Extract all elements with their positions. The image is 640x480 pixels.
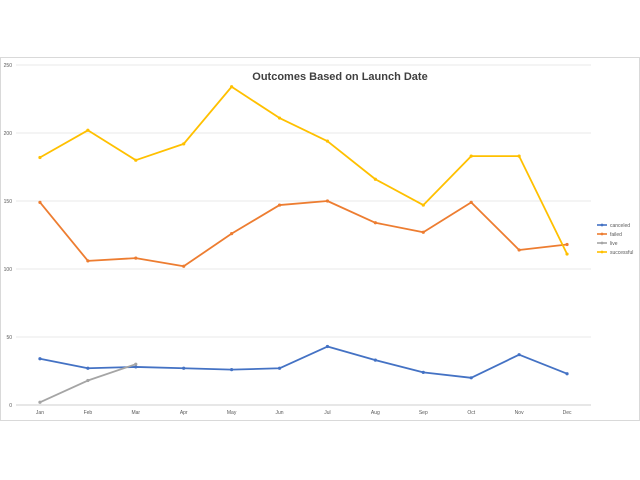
data-point [469,376,473,380]
legend-marker [600,241,604,245]
y-tick-label: 50 [6,335,12,341]
data-point [421,370,425,374]
data-point [134,158,138,162]
data-point [325,344,330,349]
y-tick-label: 250 [4,63,13,69]
legend-marker [600,232,604,236]
data-point [325,139,330,143]
x-tick-label: Dec [563,410,572,416]
data-point [517,154,521,158]
x-tick-label: Jul [324,410,330,416]
y-tick-label: 200 [4,131,13,137]
x-tick-label: Jan [36,410,44,416]
series-live [38,362,138,404]
data-point [230,232,234,236]
data-point [86,128,90,132]
x-tick-label: Aug [371,410,380,416]
legend-item-successful: successful [597,250,633,256]
data-point [38,400,42,404]
data-point [134,365,138,369]
data-point [277,116,282,120]
series-line-failed [39,200,568,268]
series-successful [38,85,569,256]
data-point [38,200,42,204]
legend: canceled failed live successful [597,223,633,256]
data-point [373,221,377,225]
x-tick-label: Jun [276,410,284,416]
data-point [182,142,186,146]
x-tick-label: Feb [84,410,93,416]
data-point [230,85,234,89]
legend-label: successful [610,250,633,256]
data-point [517,248,521,252]
y-tick-label: 100 [4,267,13,273]
y-tick-label: 0 [9,403,12,409]
data-point [277,366,282,370]
data-point [469,200,473,204]
data-point [565,242,569,247]
data-point [469,154,473,158]
chart-title: Outcomes Based on Launch Date [252,71,427,83]
y-tick-label: 150 [4,199,13,205]
data-point [38,155,42,160]
x-tick-label: May [227,410,237,416]
series-line-canceled [39,345,568,379]
data-point [421,230,425,234]
series-line-successful [39,85,568,255]
data-point [373,177,377,181]
data-point [230,368,234,372]
series-failed [38,199,569,268]
data-point [325,199,330,203]
legend-label: failed [610,232,622,238]
x-tick-label: Oct [467,410,475,416]
data-point [565,252,569,256]
data-point [277,203,282,207]
data-point [517,353,521,357]
chart-frame: Outcomes Based on Launch Date 0 50 100 150 2… [0,57,640,421]
series-canceled [38,344,569,380]
legend-item-failed: failed [597,232,622,238]
data-point [86,259,90,263]
legend-item-canceled: canceled [597,223,630,229]
line-chart: Outcomes Based on Launch Date 0 50 100 150 2… [4,63,634,416]
x-tick-label: Apr [180,410,188,416]
data-point [134,256,138,260]
series-line-live [39,363,137,404]
legend-item-live: live [597,241,618,247]
series-lines [38,85,569,404]
data-point [182,264,186,268]
legend-label: live [610,241,618,247]
gridlines [16,64,591,406]
legend-label: canceled [610,223,630,229]
legend-marker [600,223,604,227]
data-point [86,366,90,370]
x-tick-label: Sep [419,410,428,416]
data-point [421,203,425,207]
legend-marker [600,250,604,254]
data-point [86,378,90,383]
data-point [182,366,186,370]
x-tick-label: Nov [515,410,524,416]
data-point [38,357,42,361]
data-point [373,358,377,362]
y-axis-ticks: 0 50 100 150 200 250 [4,63,13,409]
data-point [134,362,138,366]
x-tick-label: Mar [131,410,140,416]
x-axis-ticks: Jan Feb Mar Apr May Jun Jul Aug Sep Oct Nov Dec [36,410,572,416]
data-point [565,372,569,376]
